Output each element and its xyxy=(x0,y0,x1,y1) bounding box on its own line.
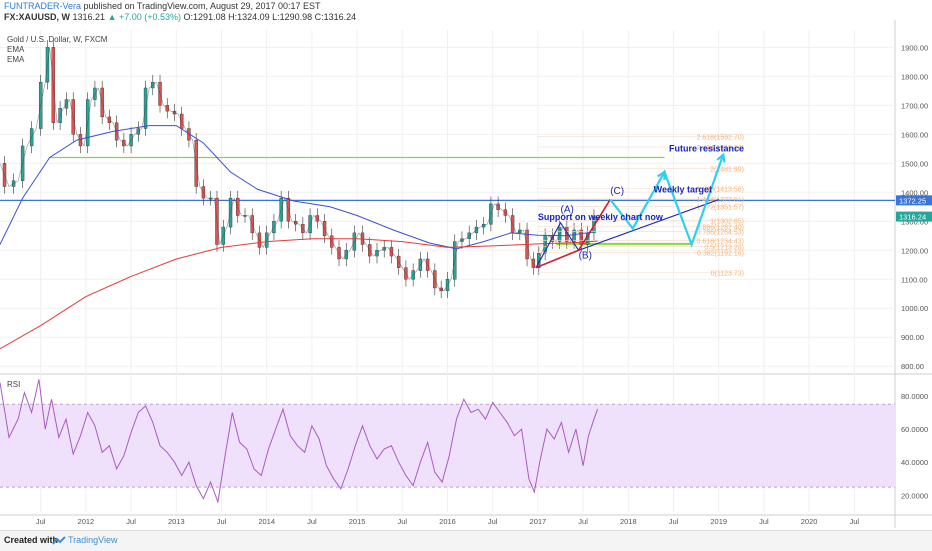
annotation-label: (B) xyxy=(579,250,592,261)
fib-extension: 2.618(1592.70) 2.414(1556.16) 2(1481.99) 1.… xyxy=(537,134,744,277)
created-with-text: Created with xyxy=(4,535,59,545)
time-tick-label: Jul xyxy=(488,517,498,526)
ema-fast-line xyxy=(0,125,593,250)
price-tick-label: 800.00 xyxy=(901,362,924,371)
rsi-tick-label: 60.0000 xyxy=(901,425,928,434)
publish-text: published on TradingView.com, August 29,… xyxy=(83,1,321,11)
time-tick-label: 2019 xyxy=(710,517,727,526)
symbol-name[interactable]: FX:XAUUSD, W xyxy=(4,12,70,22)
price-tick-label: 900.00 xyxy=(901,333,924,342)
symbol-bar: FX:XAUUSD, W 1316.21 ▲ +7.00 (+0.53%) O:… xyxy=(4,12,356,23)
annotation-label: (C) xyxy=(610,186,624,197)
time-tick-label: 2014 xyxy=(258,517,275,526)
fib-level-label: 1(1302.85) xyxy=(710,218,744,225)
time-tick-label: Jul xyxy=(217,517,227,526)
fib-level-label: 1.618(1413.58) xyxy=(697,186,744,193)
chart-canvas[interactable]: 800.00 900.00 1000.00 1100.00 1200.00 1300.00… xyxy=(0,0,932,530)
price-tick-label: 1300.00 xyxy=(901,217,928,226)
fib-level-label: 0.886(1282.40) xyxy=(697,224,744,231)
time-tick-label: 2020 xyxy=(801,517,818,526)
price-badge-bg xyxy=(896,195,932,206)
annotation-label: Future resistance xyxy=(669,144,744,154)
time-tick-label: Jul xyxy=(307,517,317,526)
footer: Created with TradingView xyxy=(0,530,932,551)
fib-level-label: 2(1481.99) xyxy=(710,167,744,174)
price-tick-label: 1200.00 xyxy=(901,246,928,255)
drawings: Future resistance Weekly target (C) (A)Supp… xyxy=(535,144,744,269)
tradingview-brand[interactable]: TradingView xyxy=(68,535,118,545)
last-price: 1316.21 xyxy=(72,12,106,22)
fib-level-label: 0.382(1192.16) xyxy=(697,251,744,258)
ema-slow-line xyxy=(0,238,598,350)
price-tick-label: 1400.00 xyxy=(901,188,928,197)
time-tick-label: 2015 xyxy=(349,517,366,526)
time-tick-label: Jul xyxy=(669,517,679,526)
series-title[interactable]: Gold / U.S. Dollar, W, FXCM xyxy=(7,35,108,44)
price-line xyxy=(0,47,598,292)
trend-line xyxy=(578,198,719,251)
time-axis[interactable]: Jul 2012 Jul 2013 Jul 2014 Jul 2015 Jul 2016 Jul 20… xyxy=(36,517,860,526)
time-tick-label: Jul xyxy=(578,517,588,526)
time-tick-label: 2018 xyxy=(620,517,637,526)
price-badge: 1316.24 xyxy=(899,213,926,222)
rsi-line xyxy=(0,379,599,504)
price-tick-label: 1100.00 xyxy=(901,275,928,284)
price-tick-label: 1900.00 xyxy=(901,43,928,52)
projection-arrow-head xyxy=(657,170,666,181)
price-tick-label: 1000.00 xyxy=(901,304,928,313)
rsi-tick-label: 20.0000 xyxy=(901,491,928,500)
fib-level-label: 1.272(1351.57) xyxy=(697,204,744,211)
price-badge-bg xyxy=(896,211,932,222)
fib-level-label: 2.414(1556.16) xyxy=(697,145,744,152)
price-tick-label: 1700.00 xyxy=(901,101,928,110)
rsi-panel xyxy=(0,379,895,504)
rsi-tick-label: 80.0000 xyxy=(901,392,928,401)
annotation-label: (A) xyxy=(561,205,574,216)
fib-level-label: 0(1123.73) xyxy=(711,270,744,277)
time-tick-label: Jul xyxy=(126,517,136,526)
time-tick-label: Jul xyxy=(850,517,860,526)
ema-label-1[interactable]: EMA xyxy=(7,45,25,54)
author-link[interactable]: FUNTRADER-Vera xyxy=(4,1,82,11)
time-tick-label: 2017 xyxy=(530,517,547,526)
rsi-tick-label: 40.0000 xyxy=(901,458,928,467)
price-badge: 1372.25 xyxy=(899,196,926,205)
time-tick-label: 2013 xyxy=(168,517,185,526)
rsi-band xyxy=(0,404,895,488)
ohlc-values: O:1291.08 H:1324.09 L:1290.98 C:1316.24 xyxy=(183,12,357,22)
annotation-label: Weekly target xyxy=(654,184,712,194)
annotation-label: Support on weekly chart now xyxy=(538,212,664,222)
fib-level-label: 0.5(1213.28) xyxy=(704,244,744,251)
price-tick-label: 1600.00 xyxy=(901,130,928,139)
time-tick-label: 2012 xyxy=(78,517,95,526)
tradingview-logo-icon xyxy=(52,536,66,545)
ema-label-2[interactable]: EMA xyxy=(7,55,25,64)
time-tick-label: Jul xyxy=(36,517,46,526)
price-tick-label: 1800.00 xyxy=(901,72,928,81)
price-axis[interactable]: 800.00 900.00 1000.00 1100.00 1200.00 1300.00… xyxy=(896,43,932,500)
time-tick-label: Jul xyxy=(398,517,408,526)
fib-level-label: 2.618(1592.70) xyxy=(697,134,744,141)
price-tick-label: 1500.00 xyxy=(901,159,928,168)
rsi-label[interactable]: RSI xyxy=(7,380,21,389)
projection-arrow-head xyxy=(716,152,726,163)
time-tick-label: 2016 xyxy=(439,517,456,526)
publish-info: FUNTRADER-Vera published on TradingView.… xyxy=(4,1,321,12)
price-plot xyxy=(0,40,895,350)
fib-level-label: 0.786(1264.53) xyxy=(697,230,744,237)
fib-level-label: 1.414(1377.01) xyxy=(697,197,744,204)
price-change: ▲ +7.00 (+0.53%) xyxy=(107,12,182,22)
time-tick-label: Jul xyxy=(759,517,769,526)
fib-level-label: 0.618(1234.43) xyxy=(697,238,744,245)
